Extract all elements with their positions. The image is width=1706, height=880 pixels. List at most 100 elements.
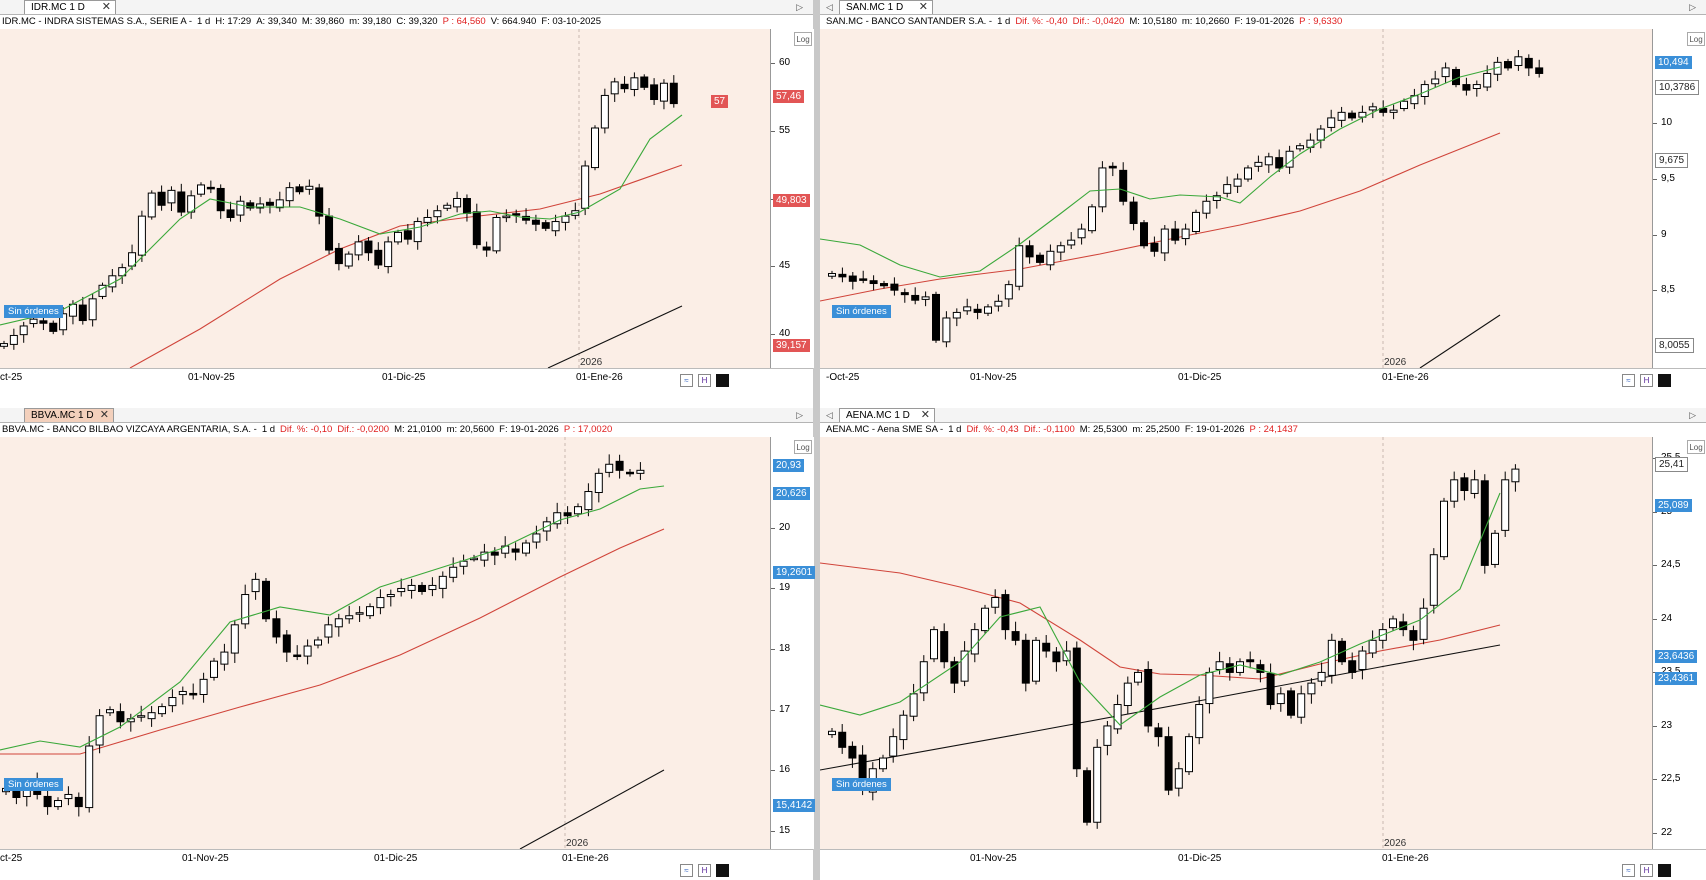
candle	[137, 705, 146, 722]
candle	[1212, 191, 1221, 209]
color-square-button[interactable]	[716, 864, 729, 877]
candle	[1410, 88, 1419, 110]
x-tick-label: ct-25	[0, 372, 23, 383]
log-scale-toggle[interactable]: Log	[1687, 440, 1705, 454]
y-tick-label: 24,5	[1661, 559, 1681, 571]
price-plot[interactable]: 2026 Sin órdenes	[820, 437, 1652, 849]
candle	[1154, 722, 1163, 747]
autoscale-button[interactable]: ≈	[1622, 374, 1635, 387]
candle	[54, 797, 62, 810]
y-tick-mark	[771, 649, 775, 651]
y-tick-mark	[771, 709, 775, 711]
arrow-left-icon[interactable]: ◁	[826, 410, 833, 420]
stat-value: P : 9,6330	[1299, 16, 1343, 27]
candle	[919, 655, 928, 702]
candle	[1266, 663, 1275, 710]
date-axis[interactable]: 01-Nov-25 01-Dic-25 01-Ene-26 ≈ H	[820, 849, 1706, 880]
arrow-right-icon[interactable]: ▷	[1689, 2, 1696, 12]
autoscale-button[interactable]: ≈	[1622, 864, 1635, 877]
candle	[1171, 220, 1180, 245]
arrow-right-icon[interactable]: ▷	[796, 2, 803, 12]
log-scale-toggle[interactable]: Log	[1687, 32, 1705, 46]
candle	[859, 270, 868, 284]
candle	[1470, 469, 1479, 499]
candle	[942, 311, 951, 348]
candle	[1103, 720, 1112, 756]
candle	[1123, 676, 1132, 714]
chart-panel-aena: AENA.MC 1 D ✕ ◁ ▷ AENA.MC - Aena SME SA …	[820, 408, 1706, 880]
symbol-name: IDR.MC - INDRA SISTEMAS S.A., SERIE A -	[2, 16, 193, 27]
stat-value: A: 39,340	[256, 16, 297, 27]
y-tick-mark	[771, 130, 775, 132]
candle	[1185, 733, 1193, 775]
tab-bbva[interactable]: BBVA.MC 1 D ✕	[24, 408, 114, 422]
x-tick-label: 01-Nov-25	[970, 853, 1017, 864]
close-icon[interactable]: ✕	[101, 1, 111, 13]
save-layout-icon[interactable]: H	[1640, 864, 1653, 877]
tab-idr[interactable]: IDR.MC 1 D ✕	[24, 0, 116, 14]
long-moving-average	[129, 164, 683, 368]
autoscale-button[interactable]: ≈	[680, 864, 693, 877]
date-axis[interactable]: ct-25 01-Nov-25 01-Dic-25 01-Ene-26 ≈ H	[0, 849, 813, 880]
candle	[1052, 647, 1061, 672]
candle	[1327, 109, 1336, 132]
period-label: 1 d	[948, 424, 962, 435]
price-plot[interactable]: 2026 Sin órdenes	[0, 437, 770, 849]
save-layout-icon[interactable]: H	[1640, 374, 1653, 387]
candle	[1256, 659, 1265, 683]
orders-status-badge[interactable]: Sin órdenes	[4, 778, 63, 791]
stat-value: V: 664.940	[490, 16, 537, 27]
tab-label: IDR.MC 1 D	[31, 2, 85, 13]
candle	[911, 287, 920, 305]
symbol-info-line: SAN.MC - BANCO SANTANDER S.A. - 1 d Dif. %…	[820, 15, 1706, 28]
date-axis[interactable]: ct-25 01-Nov-25 01-Dic-25 01-Ene-26 ≈ H	[0, 368, 813, 390]
save-layout-icon[interactable]: H	[698, 864, 711, 877]
candle	[314, 636, 322, 649]
stat-value: M: 10,5180	[1129, 16, 1177, 27]
color-square-button[interactable]	[1658, 374, 1671, 387]
candle	[397, 578, 406, 597]
stat-value: Dif. %: -0,40	[1015, 16, 1068, 27]
tab-san[interactable]: SAN.MC 1 D ✕	[839, 0, 933, 14]
price-axis[interactable]: Log 10 9,5 9 8,5 10,494 10,3786 9,675 8,0055	[1652, 29, 1706, 368]
arrow-left-icon[interactable]: ◁	[826, 2, 833, 12]
candle	[532, 525, 541, 549]
close-icon[interactable]: ✕	[918, 1, 928, 13]
orders-status-badge[interactable]: Sin órdenes	[832, 778, 891, 791]
price-axis[interactable]: Log 20 19 18 17 16 15 20,93 20,626 19,2601 15,4142	[770, 437, 816, 849]
price-plot[interactable]: 2026 Sin órdenes	[820, 29, 1652, 368]
symbol-info-line: IDR.MC - INDRA SISTEMAS S.A., SERIE A - 1…	[0, 15, 813, 28]
candle	[522, 208, 531, 225]
candle	[1072, 641, 1081, 777]
long-moving-average	[820, 132, 1501, 302]
orders-status-badge[interactable]: Sin órdenes	[4, 305, 63, 318]
close-icon[interactable]: ✕	[920, 409, 930, 421]
tab-aena[interactable]: AENA.MC 1 D ✕	[839, 408, 935, 422]
y-tick-label: 60	[779, 56, 791, 68]
candle	[178, 686, 187, 705]
price-axis[interactable]: Log25,52524,52423,52322,52225,4125,08923…	[1652, 437, 1706, 849]
candle	[1150, 236, 1159, 257]
candle	[1056, 241, 1065, 261]
date-axis[interactable]: -Oct-25 01-Nov-25 01-Dic-25 01-Ene-26 ≈ H	[820, 368, 1706, 390]
color-square-button[interactable]	[716, 374, 729, 387]
price-plot[interactable]: 2026 Sin órdenes	[0, 29, 770, 368]
candle	[1004, 280, 1013, 308]
arrow-right-icon[interactable]: ▷	[1689, 410, 1696, 420]
color-square-button[interactable]	[1658, 864, 1671, 877]
y-tick-mark	[1653, 290, 1657, 292]
close-icon[interactable]: ✕	[99, 409, 109, 421]
candle	[449, 557, 458, 583]
save-layout-icon[interactable]: H	[698, 374, 711, 387]
candle	[443, 202, 452, 211]
orders-status-badge[interactable]: Sin órdenes	[832, 305, 891, 318]
year-label: 2026	[566, 838, 589, 849]
stat-value: F: 03-10-2025	[541, 16, 601, 27]
log-scale-toggle[interactable]: Log	[794, 440, 812, 454]
log-scale-toggle[interactable]: Log	[794, 32, 812, 46]
autoscale-button[interactable]: ≈	[680, 374, 693, 387]
candle	[541, 219, 550, 232]
arrow-right-icon[interactable]: ▷	[796, 410, 803, 420]
candle	[256, 197, 265, 214]
